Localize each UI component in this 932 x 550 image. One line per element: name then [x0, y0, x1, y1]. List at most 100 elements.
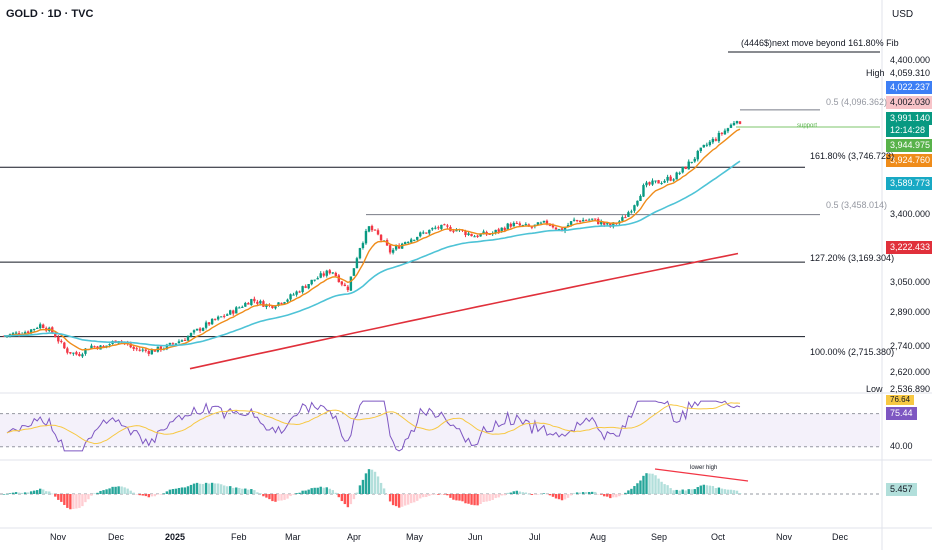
candle-body: [32, 328, 36, 330]
macd-bar: [461, 494, 464, 502]
candle-body: [361, 243, 365, 248]
macd-bar: [587, 492, 591, 494]
macd-bar: [72, 494, 75, 509]
candle-body: [346, 286, 350, 290]
low-value: 2,536.890: [890, 384, 931, 394]
candle-body: [419, 232, 422, 237]
macd-bar: [467, 494, 470, 504]
candle-body: [265, 304, 268, 307]
high-value: 4,059.310: [890, 68, 931, 78]
macd-bar: [488, 494, 491, 501]
candle-body: [343, 284, 347, 287]
candle-body: [102, 345, 105, 347]
candle-body: [373, 229, 377, 231]
month-label: Feb: [231, 532, 247, 542]
candle-body: [376, 230, 380, 235]
macd-bar: [250, 489, 253, 494]
candle-body: [84, 348, 87, 354]
macd-bar: [253, 490, 256, 494]
macd-bar: [135, 494, 138, 495]
month-label: Nov: [776, 532, 793, 542]
macd-bar: [51, 493, 54, 495]
candle-body: [572, 219, 576, 221]
candle-body: [606, 223, 609, 225]
candle-body: [310, 279, 313, 285]
candle-body: [370, 225, 374, 231]
candle-body: [563, 227, 567, 231]
macd-bar: [48, 491, 51, 494]
macd-bar: [373, 471, 377, 494]
macd-bar: [696, 487, 699, 494]
candle-body: [669, 176, 672, 181]
macd-bar: [590, 491, 594, 494]
macd-bar: [54, 494, 57, 497]
candle-body: [687, 161, 690, 170]
macd-bar: [419, 494, 422, 499]
tag-red: 3,222.433: [886, 241, 932, 254]
macd-bar: [349, 494, 353, 505]
macd-bar: [292, 494, 295, 495]
candle-body: [530, 226, 534, 228]
macd-bar: [207, 483, 211, 494]
candle-body: [186, 336, 190, 341]
macd-bar: [358, 485, 362, 494]
macd-bar: [87, 494, 90, 500]
candle-body: [259, 300, 262, 304]
macd-bar: [621, 494, 624, 495]
candle-body: [247, 303, 250, 305]
macd-bar: [403, 494, 407, 506]
currency-label[interactable]: USD: [892, 9, 914, 20]
candle-body: [69, 352, 72, 354]
candle-body: [467, 233, 470, 236]
macd-bar: [391, 494, 395, 506]
candle-body: [434, 227, 437, 229]
macd-bar: [479, 494, 482, 505]
macd-bar: [636, 483, 639, 494]
macd-bar: [597, 494, 600, 495]
candle-body: [286, 299, 289, 302]
target-annotation: (4446$)next move beyond 161.80% Fib: [741, 38, 899, 48]
candle-body: [539, 222, 543, 224]
macd-bar: [609, 494, 612, 499]
candle-body: [141, 349, 144, 351]
macd-bar: [99, 490, 102, 494]
candle-body: [693, 158, 696, 162]
candle-body: [316, 278, 319, 280]
candle-body: [422, 232, 425, 234]
macd-bar: [615, 494, 618, 498]
candle-body: [72, 352, 75, 354]
macd-bar: [186, 486, 190, 494]
macd-bar: [14, 492, 18, 494]
candle-body: [705, 144, 709, 146]
macd-bar: [247, 489, 250, 494]
candle-body: [180, 340, 184, 342]
macd-bar: [545, 494, 549, 495]
symbol-title[interactable]: GOLD · 1D · TVC: [6, 8, 94, 20]
month-label: Apr: [347, 532, 362, 542]
macd-bar: [594, 491, 597, 494]
macd-bar: [376, 476, 380, 494]
macd-bar: [735, 490, 739, 494]
moving-averages: [4, 128, 741, 370]
macd-bar: [630, 488, 633, 494]
macd-bar: [482, 494, 485, 503]
candle-body: [548, 224, 552, 226]
macd-bar: [268, 494, 271, 500]
macd-bar: [714, 488, 718, 494]
macd-bar: [578, 492, 582, 494]
month-label: Jun: [468, 532, 483, 542]
candle-body: [138, 349, 141, 351]
macd-bar: [397, 494, 401, 508]
macd-bar: [60, 494, 63, 502]
candle-body: [159, 346, 163, 351]
macd-bar: [394, 494, 398, 507]
candle-body: [503, 227, 506, 231]
macd-bar: [355, 492, 359, 494]
macd-bar: [548, 494, 552, 496]
macd-bar: [352, 494, 356, 500]
tag-cyan: 3,589.773: [886, 177, 932, 190]
macd-bar: [687, 489, 690, 494]
candle-body: [241, 306, 244, 308]
macd-bar: [584, 492, 588, 494]
